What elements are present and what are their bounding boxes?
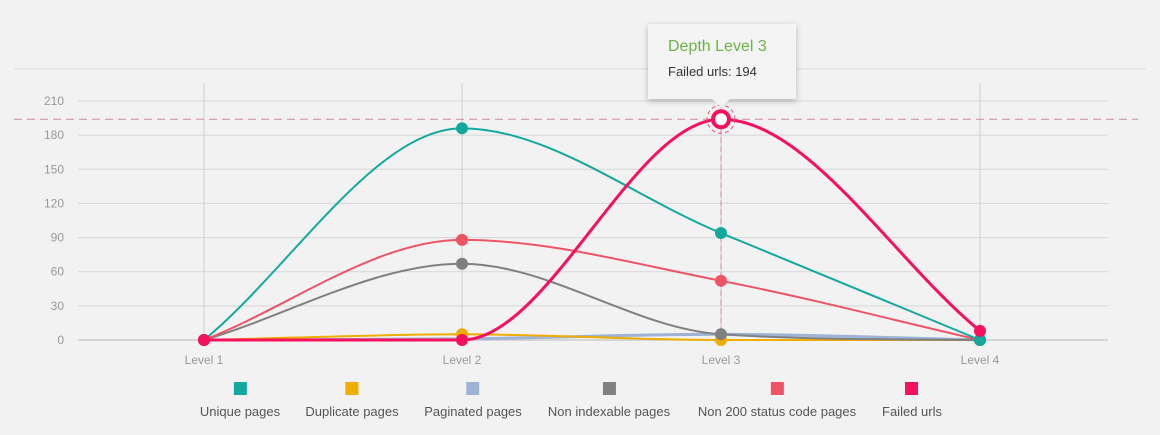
legend-swatch <box>233 382 247 395</box>
x-tick-label: Level 3 <box>702 353 741 367</box>
series-line-5 <box>204 117 981 342</box>
data-point <box>715 227 727 240</box>
data-point <box>715 274 727 287</box>
series-line-4 <box>203 238 981 341</box>
legend-item[interactable]: Non 200 status code pages <box>698 382 856 419</box>
data-point <box>974 334 986 346</box>
legend-label: Duplicate pages <box>305 404 399 419</box>
legend-swatch <box>466 382 480 395</box>
legend-item[interactable]: Non indexable pages <box>548 382 670 419</box>
series-line-3 <box>203 262 981 341</box>
data-point <box>198 334 210 346</box>
legend-item[interactable]: Failed urls <box>882 382 942 419</box>
legend-swatch <box>345 382 359 395</box>
data-point <box>456 233 468 246</box>
legend-label: Failed urls <box>882 404 942 419</box>
legend-item[interactable]: Unique pages <box>200 382 280 419</box>
tooltip-title: Depth Level 3 <box>668 38 767 55</box>
tooltip-value: Failed urls: 194 <box>668 64 757 79</box>
y-tick-label: 30 <box>51 299 65 313</box>
series-line-1 <box>203 333 980 342</box>
legend-swatch <box>770 382 784 395</box>
y-tick-label: 60 <box>51 265 65 279</box>
legend-label: Paginated pages <box>424 404 522 419</box>
highlighted-point <box>711 109 731 130</box>
data-point <box>715 328 727 341</box>
y-tick-label: 210 <box>44 94 64 108</box>
legend-label: Non 200 status code pages <box>697 404 857 419</box>
x-tick-label: Level 1 <box>185 353 224 367</box>
y-tick-label: 120 <box>44 196 64 210</box>
y-tick-label: 180 <box>44 128 64 142</box>
legend-swatch <box>905 382 919 395</box>
legend-item[interactable]: Duplicate pages <box>305 382 399 419</box>
legend-swatch <box>602 382 616 395</box>
data-point <box>456 122 468 135</box>
data-point <box>974 324 986 337</box>
tooltip-arrow <box>712 99 730 107</box>
y-tick-label: 0 <box>57 333 64 347</box>
tooltip: Depth Level 3 Failed urls: 194 <box>648 24 796 107</box>
legend-item[interactable]: Paginated pages <box>424 382 522 419</box>
data-point <box>456 334 468 346</box>
x-tick-label: Level 2 <box>443 353 482 367</box>
y-tick-label: 90 <box>51 231 65 245</box>
series-line-0 <box>203 127 981 341</box>
legend-label: Unique pages <box>199 404 281 419</box>
legend-label: Non indexable pages <box>547 404 671 419</box>
data-point <box>456 257 468 270</box>
x-tick-label: Level 4 <box>961 353 1000 367</box>
y-tick-label: 150 <box>44 162 64 176</box>
